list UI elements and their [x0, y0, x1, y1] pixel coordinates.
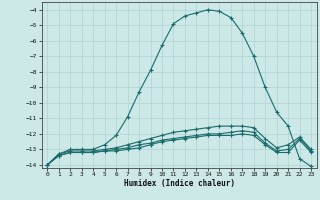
X-axis label: Humidex (Indice chaleur): Humidex (Indice chaleur): [124, 179, 235, 188]
